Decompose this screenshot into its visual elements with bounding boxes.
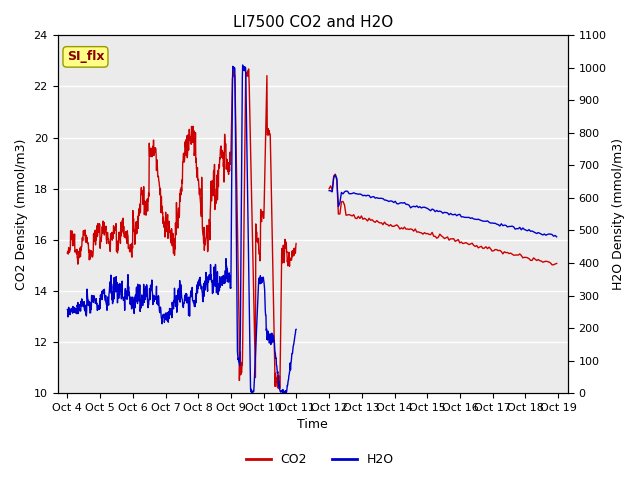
Line: CO2: CO2 (67, 69, 557, 388)
H2O (282, 390, 290, 396)
H2O (214, 291, 222, 297)
Line: H2O: H2O (67, 65, 557, 393)
Legend: CO2, H2O: CO2, H2O (241, 448, 399, 471)
Y-axis label: H2O Density (mmol/m3): H2O Density (mmol/m3) (612, 138, 625, 290)
CO2 (282, 240, 290, 245)
CO2 (63, 250, 71, 256)
X-axis label: Time: Time (298, 419, 328, 432)
Title: LI7500 CO2 and H2O: LI7500 CO2 and H2O (233, 15, 393, 30)
H2O (94, 305, 102, 311)
H2O (63, 307, 71, 312)
H2O (229, 66, 237, 72)
CO2 (229, 72, 237, 78)
Y-axis label: CO2 Density (mmol/m3): CO2 Density (mmol/m3) (15, 139, 28, 290)
H2O (547, 231, 554, 237)
CO2 (94, 221, 102, 227)
Text: SI_flx: SI_flx (67, 50, 104, 63)
CO2 (238, 370, 246, 375)
CO2 (214, 168, 222, 173)
H2O (238, 158, 246, 164)
CO2 (547, 260, 554, 266)
